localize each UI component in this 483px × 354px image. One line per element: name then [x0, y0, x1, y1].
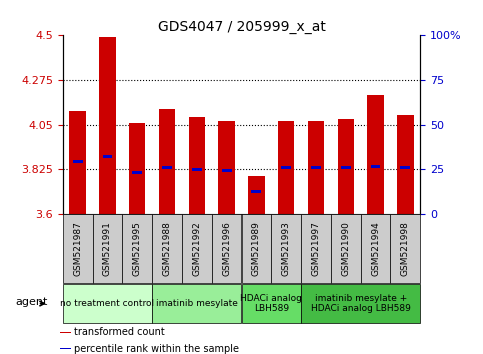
Bar — [182, 214, 212, 283]
Bar — [368, 95, 384, 214]
Bar — [331, 214, 361, 283]
Text: no treatment control: no treatment control — [60, 299, 155, 308]
Bar — [278, 121, 294, 214]
Bar — [63, 214, 93, 283]
Text: HDACi analog
LBH589: HDACi analog LBH589 — [241, 294, 302, 313]
Bar — [132, 171, 142, 174]
Bar — [102, 155, 113, 158]
Text: transformed count: transformed count — [74, 327, 165, 337]
Bar — [248, 176, 265, 214]
Text: GSM521994: GSM521994 — [371, 221, 380, 276]
Bar — [73, 160, 83, 163]
Bar — [338, 119, 354, 214]
Bar — [301, 284, 420, 323]
Bar — [162, 166, 172, 169]
Bar — [122, 214, 152, 283]
Bar — [63, 284, 152, 323]
Text: GSM521998: GSM521998 — [401, 221, 410, 276]
Text: GSM521993: GSM521993 — [282, 221, 291, 276]
Bar — [242, 214, 271, 283]
Bar — [222, 169, 231, 172]
Bar — [70, 111, 86, 214]
Bar — [152, 214, 182, 283]
Bar — [60, 332, 71, 333]
Bar — [341, 166, 351, 169]
Bar — [271, 214, 301, 283]
Text: GSM521989: GSM521989 — [252, 221, 261, 276]
Bar — [301, 214, 331, 283]
Text: GSM521992: GSM521992 — [192, 221, 201, 276]
Bar — [252, 189, 261, 193]
Text: imatinib mesylate +
HDACi analog LBH589: imatinib mesylate + HDACi analog LBH589 — [311, 294, 411, 313]
Text: GSM521991: GSM521991 — [103, 221, 112, 276]
Bar — [397, 115, 413, 214]
Text: GSM521997: GSM521997 — [312, 221, 320, 276]
Bar — [93, 214, 122, 283]
Bar — [370, 165, 381, 168]
Text: GSM521996: GSM521996 — [222, 221, 231, 276]
Text: GSM521995: GSM521995 — [133, 221, 142, 276]
Bar — [60, 348, 71, 349]
Bar — [281, 166, 291, 169]
Text: GSM521987: GSM521987 — [73, 221, 82, 276]
Text: GSM521988: GSM521988 — [163, 221, 171, 276]
Bar — [242, 284, 301, 323]
Bar — [159, 109, 175, 214]
Title: GDS4047 / 205999_x_at: GDS4047 / 205999_x_at — [157, 21, 326, 34]
Bar — [212, 214, 242, 283]
Text: agent: agent — [15, 297, 48, 307]
Text: imatinib mesylate: imatinib mesylate — [156, 299, 238, 308]
Bar — [400, 166, 410, 169]
Bar — [308, 121, 324, 214]
Bar — [189, 117, 205, 214]
Bar — [390, 214, 420, 283]
Bar — [311, 166, 321, 169]
Text: percentile rank within the sample: percentile rank within the sample — [74, 344, 240, 354]
Bar — [218, 121, 235, 214]
Bar — [99, 38, 115, 214]
Text: GSM521990: GSM521990 — [341, 221, 350, 276]
Bar — [361, 214, 390, 283]
Bar — [129, 123, 145, 214]
Bar — [152, 284, 242, 323]
Bar — [192, 168, 202, 171]
